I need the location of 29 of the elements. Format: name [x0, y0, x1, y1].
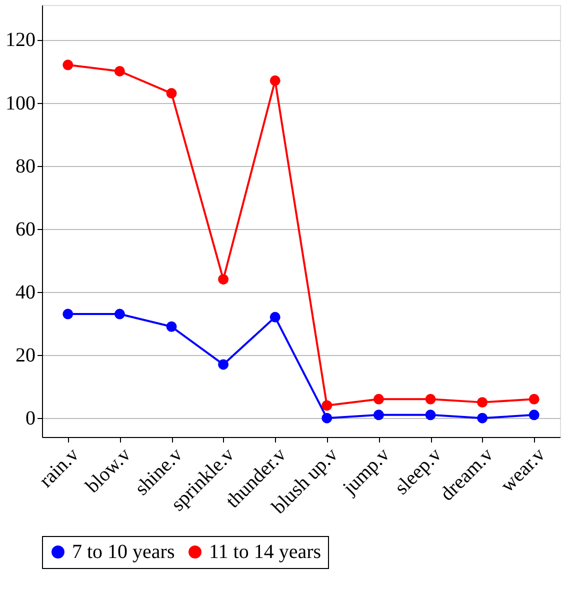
- point: [322, 400, 332, 411]
- point: [270, 312, 280, 322]
- point: [166, 88, 177, 99]
- point: [425, 410, 436, 420]
- point: [322, 412, 332, 424]
- y-tick-label: 20: [16, 344, 36, 367]
- point: [114, 66, 125, 76]
- point: [62, 308, 74, 320]
- point: [477, 397, 488, 408]
- point: [62, 60, 74, 70]
- point: [270, 75, 280, 86]
- point: [373, 410, 384, 420]
- legend-label: 11 to 14 years: [209, 541, 322, 563]
- y-tick-label: 60: [16, 218, 36, 240]
- point: [218, 274, 229, 285]
- point: [218, 359, 229, 370]
- legend-label: 7 to 10 years: [72, 541, 175, 563]
- point: [166, 321, 177, 332]
- y-tick-label: 100: [6, 92, 36, 114]
- y-tick-label: 40: [16, 281, 36, 304]
- point: [373, 394, 384, 404]
- y-tick-label: 0: [26, 408, 36, 430]
- point: [477, 412, 488, 424]
- point: [114, 308, 125, 320]
- y-tick-label: 80: [16, 155, 36, 178]
- point: [528, 394, 540, 404]
- point: [425, 394, 436, 404]
- y-tick-label: 120: [6, 29, 36, 52]
- point: [528, 410, 540, 420]
